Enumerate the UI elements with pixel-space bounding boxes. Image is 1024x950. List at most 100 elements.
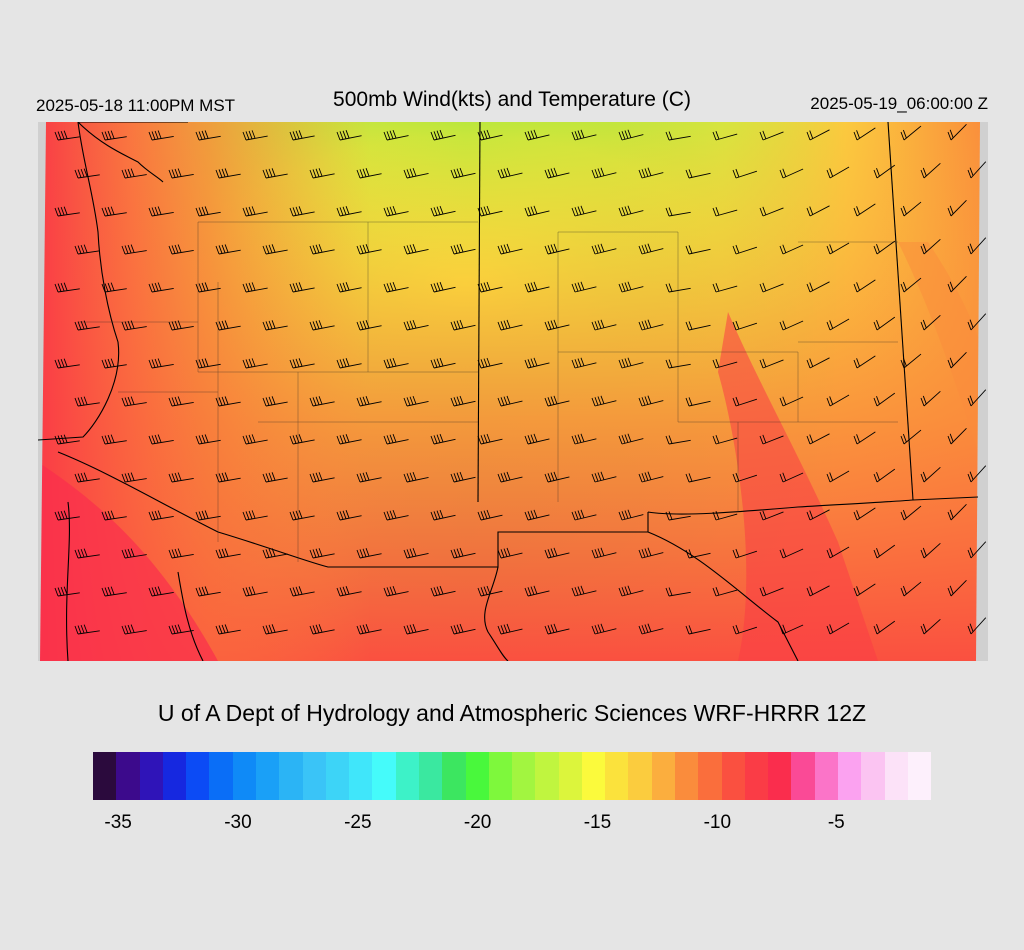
wind-barb-flag xyxy=(571,207,576,217)
wind-barb-flag xyxy=(829,472,834,481)
wind-barb xyxy=(406,477,429,483)
wind-barb-flag xyxy=(553,243,558,253)
wind-barb-flag xyxy=(104,435,109,444)
wind-barb xyxy=(453,324,476,331)
wind-barb-flag xyxy=(641,625,646,634)
wind-barb-flag xyxy=(365,244,370,253)
wind-barb-flag xyxy=(289,283,294,293)
colorbar-swatch xyxy=(605,752,629,800)
wind-barb xyxy=(198,363,221,369)
wind-barb-flag xyxy=(439,357,444,367)
wind-barb-flag xyxy=(248,206,253,216)
wind-barb-flag xyxy=(409,624,414,633)
wind-barb xyxy=(57,136,80,141)
wind-barb-flag xyxy=(533,357,538,367)
colorbar-swatch xyxy=(418,752,443,800)
wind-barb xyxy=(923,466,941,483)
wind-barb xyxy=(527,590,550,597)
wind-barb-flag xyxy=(221,548,226,558)
wind-barb-flag xyxy=(151,435,156,444)
wind-barb-flag xyxy=(107,510,112,520)
wind-barb xyxy=(500,552,523,559)
wind-barb xyxy=(500,324,523,331)
wind-barb-flag xyxy=(597,472,602,481)
wind-barb-flag xyxy=(571,511,576,521)
wind-barb-flag xyxy=(500,169,505,178)
wind-barb-flag xyxy=(594,397,599,406)
wind-barb-flag xyxy=(732,549,737,559)
wind-barb xyxy=(104,136,127,141)
wind-barb-flag xyxy=(806,131,811,141)
wind-barb-flag xyxy=(591,245,596,255)
wind-barb-flag xyxy=(383,283,388,293)
wind-barb-flag xyxy=(735,472,740,482)
wind-barb-flag xyxy=(553,167,558,177)
wind-barb-flag xyxy=(157,510,162,519)
wind-barb xyxy=(547,324,570,331)
wind-barb-flag xyxy=(735,244,740,254)
wind-barb-flag xyxy=(262,169,267,179)
wind-barb-flag xyxy=(544,625,549,635)
wind-barb xyxy=(312,173,335,179)
wind-barb xyxy=(265,629,288,635)
wind-barb-flag xyxy=(527,587,532,596)
wind-barb-flag xyxy=(221,396,226,406)
wind-barb-flag xyxy=(497,549,502,559)
colorbar-swatch xyxy=(698,752,722,800)
wind-barb-flag xyxy=(359,321,364,330)
wind-barb-flag xyxy=(124,549,129,558)
wind-barb-flag xyxy=(436,130,441,139)
wind-barb-flag xyxy=(638,625,643,635)
wind-barb-flag xyxy=(853,283,858,293)
wind-barb-flag xyxy=(922,319,927,329)
wind-barb-flag xyxy=(779,549,784,559)
wind-barb-flag xyxy=(198,207,203,216)
wind-barb-flag xyxy=(688,625,693,634)
wind-barb-flag xyxy=(151,131,156,140)
wind-barb-flag xyxy=(262,625,267,635)
wind-barb-flag xyxy=(483,206,488,215)
wind-barb xyxy=(218,325,241,331)
wind-barb xyxy=(339,135,362,141)
wind-barb-flag xyxy=(735,624,740,634)
wind-barb-flag xyxy=(154,358,159,368)
wind-barb-flag xyxy=(298,510,303,519)
wind-barb-flag xyxy=(712,587,717,597)
wind-barb-flag xyxy=(336,359,341,369)
wind-barb-flag xyxy=(121,245,126,255)
wind-barb xyxy=(715,437,738,445)
wind-barb-flag xyxy=(456,244,461,253)
wind-barb-flag xyxy=(762,358,767,368)
wind-barb-flag xyxy=(577,282,582,291)
wind-barb-flag xyxy=(456,320,461,329)
wind-barb xyxy=(950,200,967,217)
wind-barb-flag xyxy=(902,205,907,215)
wind-barb-flag xyxy=(480,283,485,292)
wind-barb xyxy=(433,590,456,597)
wind-barb-flag xyxy=(436,358,441,367)
wind-barb-flag xyxy=(318,548,323,557)
colorbar-swatch xyxy=(721,752,745,800)
wind-barb-flag xyxy=(63,586,68,595)
wind-barb xyxy=(574,134,597,141)
wind-barb-flag xyxy=(647,395,652,404)
wind-barb xyxy=(292,591,315,597)
wind-barb-flag xyxy=(389,206,394,215)
wind-barb xyxy=(500,172,523,179)
wind-barb xyxy=(970,389,987,407)
wind-barb xyxy=(480,362,503,369)
wind-barb-flag xyxy=(638,549,643,559)
wind-barb xyxy=(876,620,896,635)
wind-barb-flag xyxy=(580,585,585,594)
wind-barb-flag xyxy=(80,624,85,634)
colorbar-tick-label: -25 xyxy=(344,812,372,833)
colorbar-swatch xyxy=(861,752,885,800)
wind-barb-flag xyxy=(242,131,247,141)
wind-barb xyxy=(809,205,830,217)
wind-barb-flag xyxy=(268,320,273,330)
wind-barb xyxy=(151,364,174,369)
wind-barb-flag xyxy=(248,282,253,292)
wind-barb xyxy=(218,173,241,179)
wind-barb xyxy=(668,363,691,369)
wind-barb-flag xyxy=(947,131,952,141)
